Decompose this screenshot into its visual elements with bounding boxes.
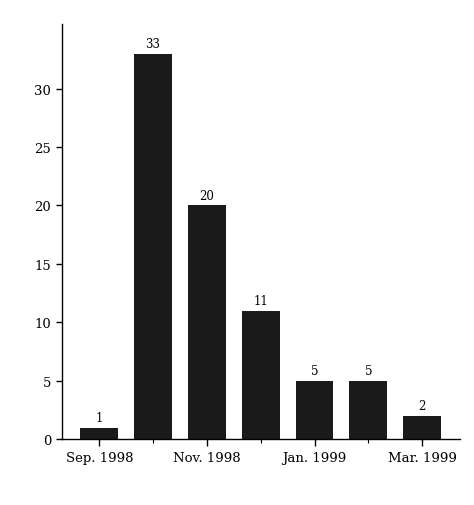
Bar — [81, 428, 118, 439]
Bar — [296, 381, 333, 439]
Bar — [403, 416, 441, 439]
Text: 2: 2 — [419, 399, 426, 413]
Text: 11: 11 — [253, 294, 268, 308]
Text: 20: 20 — [200, 189, 214, 203]
Text: 1: 1 — [96, 411, 103, 424]
Text: 5: 5 — [311, 365, 318, 378]
Bar — [349, 381, 387, 439]
Text: 33: 33 — [146, 38, 161, 51]
Bar — [242, 311, 280, 439]
Bar — [188, 206, 226, 439]
Text: 5: 5 — [365, 365, 372, 378]
Bar — [134, 55, 172, 439]
